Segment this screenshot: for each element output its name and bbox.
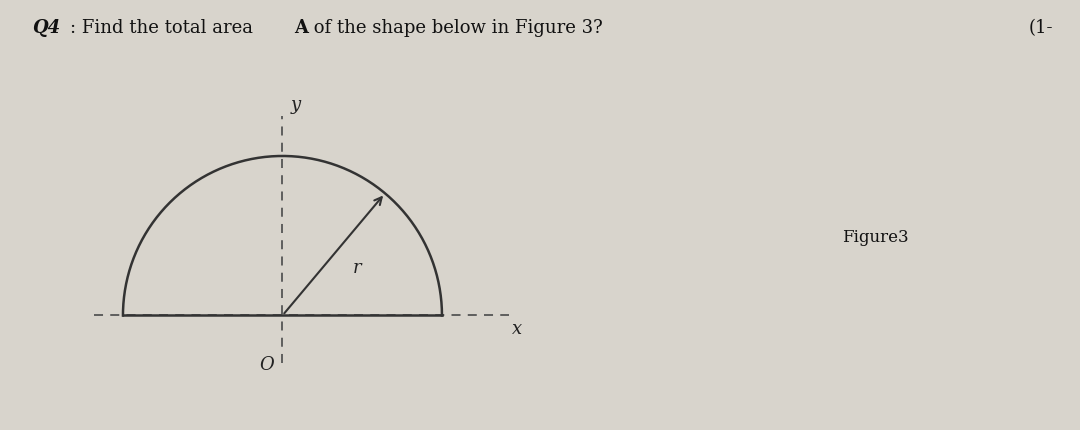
Text: Figure3: Figure3	[842, 228, 909, 245]
Text: A: A	[294, 19, 308, 37]
Text: (1-: (1-	[1028, 19, 1053, 37]
Text: of the shape below in Figure 3?: of the shape below in Figure 3?	[308, 19, 603, 37]
Text: Q4: Q4	[32, 19, 60, 37]
Text: y: y	[291, 96, 300, 114]
Text: r: r	[353, 258, 362, 276]
Text: O: O	[259, 356, 274, 374]
Text: x: x	[512, 319, 523, 337]
Text: : Find the total area: : Find the total area	[70, 19, 259, 37]
